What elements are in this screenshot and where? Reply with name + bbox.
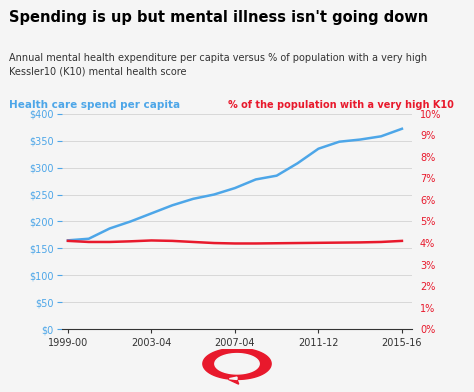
Polygon shape bbox=[203, 348, 271, 379]
Text: % of the population with a very high K10: % of the population with a very high K10 bbox=[228, 100, 454, 110]
Polygon shape bbox=[229, 377, 237, 379]
Text: Spending is up but mental illness isn't going down: Spending is up but mental illness isn't … bbox=[9, 10, 428, 25]
Polygon shape bbox=[215, 354, 259, 374]
Text: Health care spend per capita: Health care spend per capita bbox=[9, 100, 181, 110]
Polygon shape bbox=[228, 379, 239, 384]
Text: Annual mental health expenditure per capita versus % of population with a very h: Annual mental health expenditure per cap… bbox=[9, 53, 428, 77]
